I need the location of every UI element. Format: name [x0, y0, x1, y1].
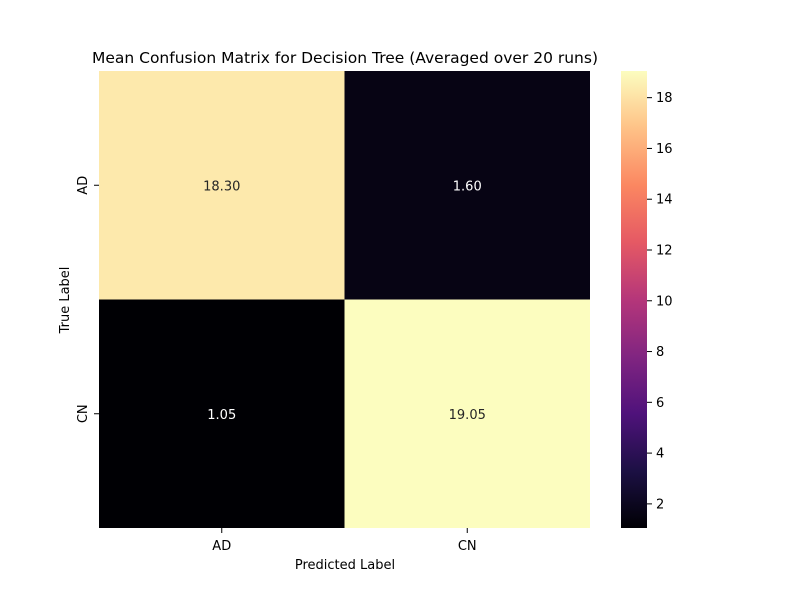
colorbar-tick-label-7: 16: [656, 142, 673, 157]
x-tick-label-1: CN: [458, 539, 477, 554]
heatmap-cell-0-0: [99, 71, 345, 300]
cell-value-label-1-0: 1.05: [207, 408, 236, 423]
heatmap-cell-labels: 18.30 1.60 1.05 19.05: [203, 179, 486, 423]
colorbar-ticks: 2 4 6 8 10 12 14 16 18: [647, 91, 673, 512]
colorbar-tick-label-4: 10: [656, 294, 673, 309]
heatmap-cell-1-1: [344, 299, 590, 528]
cell-value-label-0-1: 1.60: [453, 179, 482, 194]
heatmap-cell-1-0: [99, 299, 345, 528]
colorbar-tick-label-0: 2: [656, 497, 664, 512]
colorbar: [621, 71, 647, 528]
x-tick-label-0: AD: [212, 539, 231, 554]
chart-title: Mean Confusion Matrix for Decision Tree …: [92, 49, 598, 67]
y-tick-label-1: CN: [76, 404, 91, 423]
x-axis: AD CN: [212, 528, 477, 554]
colorbar-tick-label-6: 14: [656, 193, 673, 208]
heatmap-cell-0-1: [344, 71, 590, 300]
colorbar-tick-label-5: 12: [656, 243, 673, 258]
x-axis-label: Predicted Label: [295, 558, 395, 573]
colorbar-tick-label-8: 18: [656, 91, 673, 106]
cell-value-label-0-0: 18.30: [203, 179, 240, 194]
cell-value-label-1-1: 19.05: [449, 408, 486, 423]
y-axis-label: True Label: [58, 267, 73, 335]
heatmap-cells: [99, 71, 590, 528]
y-tick-label-0: AD: [76, 176, 91, 195]
colorbar-tick-label-1: 4: [656, 447, 664, 462]
colorbar-tick-label-3: 8: [656, 345, 664, 360]
y-axis: AD CN: [76, 176, 99, 423]
colorbar-tick-label-2: 6: [656, 396, 664, 411]
